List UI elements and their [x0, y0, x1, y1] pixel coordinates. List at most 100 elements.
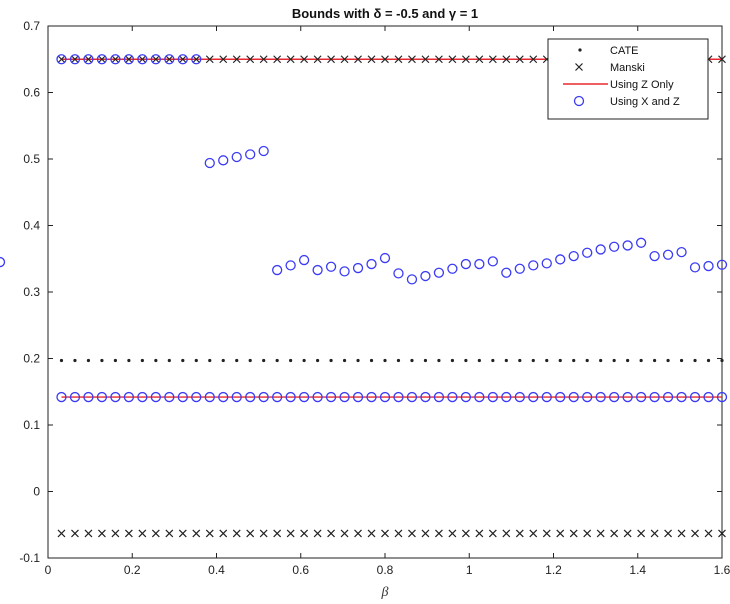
using-x-and-z-upper-point [568, 250, 579, 262]
y-tick-label: 0.2 [23, 352, 40, 366]
cate-point [194, 358, 198, 363]
manski-upper-point [529, 55, 538, 64]
manski-lower-point [623, 529, 632, 538]
using-x-and-z-lower-point [177, 391, 188, 403]
manski-lower-point [367, 529, 376, 538]
manski-lower-point [381, 529, 389, 538]
cate-point [86, 358, 91, 363]
manski-upper-point [394, 55, 403, 64]
using-x-and-z-lower-point [676, 391, 687, 403]
using-x-and-z-upper-point [96, 54, 108, 65]
using-x-and-z-lower-point [609, 391, 620, 403]
using-x-and-z-lower-point [150, 391, 161, 403]
cate-point [235, 358, 239, 363]
manski-lower-point [313, 529, 322, 538]
manski-lower-point [637, 529, 646, 538]
manski-lower-point [327, 529, 336, 538]
using-x-and-z-lower-point [258, 391, 269, 403]
using-x-and-z-upper-point [474, 258, 485, 270]
manski-upper-point [408, 55, 416, 64]
cate-point [679, 358, 684, 363]
using-x-and-z-lower-point [366, 391, 377, 403]
manski-upper-point [381, 55, 389, 64]
using-x-and-z-upper-point [689, 262, 701, 273]
using-x-and-z-upper-point [635, 237, 647, 248]
using-x-and-z-lower-point [56, 391, 67, 403]
manski-lower-point [475, 529, 484, 538]
cate-point [585, 358, 589, 363]
legend-marker-manski [575, 63, 583, 71]
manski-lower-point [232, 529, 241, 538]
manski-lower-point [57, 529, 66, 538]
manski-lower-point [286, 529, 295, 538]
using-x-and-z-upper-point [69, 54, 81, 65]
using-x-and-z-upper-point [191, 54, 202, 65]
using-x-and-z-lower-point [83, 391, 94, 403]
legend: CATE Manski Using Z Only Using X and Z [547, 38, 709, 120]
y-tick-label: 0.4 [23, 219, 40, 233]
cate-point [531, 358, 535, 363]
manski-lower-point [192, 529, 201, 538]
cate-point [289, 358, 293, 363]
using-x-and-z-upper-point [460, 258, 472, 270]
cate-point [221, 358, 225, 363]
cate-point [626, 358, 630, 363]
cate-point [450, 358, 454, 363]
manski-upper-point [178, 55, 187, 64]
using-x-and-z-upper-point [501, 267, 512, 278]
using-x-and-z-lower-point [635, 391, 647, 403]
manski-lower-point [205, 529, 214, 538]
cate-point [464, 358, 468, 363]
legend-label-using-z-only: Using Z Only [610, 79, 674, 91]
using-x-and-z-lower-point [514, 391, 525, 403]
x-tick-label: 0.6 [292, 563, 309, 577]
manski-lower-point [71, 529, 79, 538]
using-x-and-z-lower-point [164, 391, 175, 403]
manski-upper-point [488, 55, 497, 64]
manski-lower-point [515, 529, 524, 538]
cate-point [396, 358, 401, 363]
cate-point [181, 358, 185, 363]
manski-upper-point [434, 55, 443, 64]
using-x-and-z-upper-point [177, 54, 188, 65]
using-x-and-z-lower-point [420, 391, 431, 403]
y-axis: -0.1 0 0.1 0.2 0.3 0.4 0.5 0.6 0.7 [19, 19, 722, 565]
cate-point [491, 358, 495, 363]
cate-point [248, 358, 252, 363]
using-x-and-z-upper-point [649, 250, 660, 262]
manski-lower-point [421, 529, 430, 538]
manski-lower-point [488, 529, 497, 538]
cate-point [545, 358, 549, 363]
manski-lower-point [610, 529, 619, 538]
manski-lower-point [151, 529, 160, 538]
manski-lower-point [569, 529, 578, 538]
using-x-and-z-lower-point [96, 391, 108, 403]
using-x-and-z-lower-point [110, 391, 121, 403]
using-x-and-z-lower-point [285, 391, 296, 403]
using-x-and-z-upper-point [433, 267, 445, 278]
manski-upper-point [124, 55, 133, 64]
x-tick-label: 1.2 [545, 563, 562, 577]
using-x-and-z-upper-point [298, 254, 310, 266]
manski-upper-point [246, 55, 255, 64]
using-x-and-z-lower-point [245, 391, 256, 403]
cate-point [167, 358, 171, 363]
using-x-and-z-lower-point [595, 391, 606, 403]
cate-point [639, 358, 643, 363]
using-x-and-z-lower-point [352, 391, 364, 403]
using-x-and-z-lower-point [231, 391, 242, 403]
using-x-and-z-lower-point [447, 391, 458, 403]
manski-upper-point [151, 55, 160, 64]
using-x-and-z-upper-point [514, 263, 525, 274]
using-x-and-z-lower-point [339, 391, 350, 403]
manski-lower-point [259, 529, 268, 538]
using-x-and-z-lower-point [137, 391, 148, 403]
manski-upper-point [71, 55, 79, 64]
y-tick-label: 0.7 [23, 19, 40, 33]
using-x-and-z-upper-point [379, 252, 391, 264]
using-x-and-z-lower-point [272, 391, 283, 403]
using-x-and-z-upper-point [352, 262, 364, 274]
using-x-and-z-upper-point [150, 54, 161, 65]
manski-lower-point [704, 529, 713, 538]
using-x-and-z-upper-point [339, 266, 350, 277]
